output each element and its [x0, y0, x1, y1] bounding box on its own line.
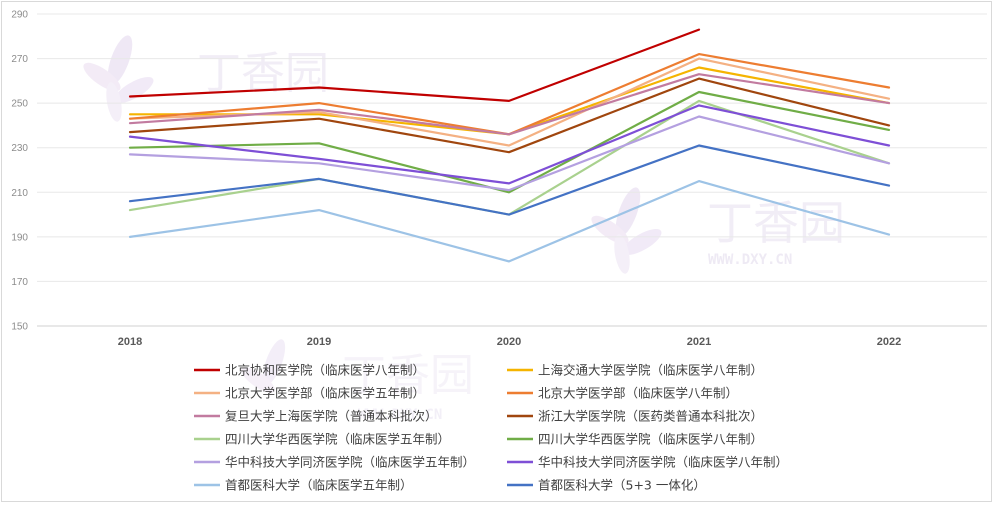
- series-line: [128, 115, 891, 192]
- legend-label: 首都医科大学（临床医学五年制）: [225, 478, 413, 493]
- legend-label: 复旦大学上海医学院（普通本科批次）: [225, 409, 438, 424]
- watermark-logo-icon: [591, 187, 662, 274]
- x-tick-label: 2019: [307, 336, 331, 348]
- x-tick-label: 2018: [118, 336, 142, 348]
- watermark-brand: 丁香园: [342, 350, 474, 401]
- y-tick-label: 250: [11, 99, 28, 110]
- legend-label: 四川大学华西医学院（临床医学五年制）: [225, 432, 450, 447]
- y-tick-label: 290: [11, 10, 28, 21]
- series-line: [128, 180, 891, 263]
- y-tick-label: 230: [11, 143, 28, 154]
- axes: 150 170 190 210 230 250 270 290 2018 2019 2020 2021…: [11, 10, 901, 349]
- y-tick-label: 270: [11, 54, 28, 65]
- watermark-logo-icon: [83, 35, 154, 122]
- legend-label: 北京协和医学院（临床医学八年制）: [225, 363, 425, 378]
- y-tick-label: 210: [11, 188, 28, 199]
- series-line: [128, 104, 891, 185]
- x-tick-label: 2022: [877, 336, 901, 348]
- series-line: [128, 28, 701, 103]
- legend-label: 华中科技大学同济医学院（临床医学八年制）: [538, 455, 788, 470]
- series-lines: [128, 28, 891, 263]
- y-tick-label: 190: [11, 232, 28, 243]
- series-line: [128, 77, 891, 154]
- legend-label: 四川大学华西医学院（临床医学八年制）: [538, 432, 763, 447]
- legend-label: 北京大学医学部（临床医学八年制）: [538, 386, 738, 401]
- legend-label: 首都医科大学（5+3 一体化）: [538, 478, 706, 493]
- legend-label: 浙江大学医学院（医药类普通本科批次）: [538, 409, 763, 424]
- watermark-url: WWW.DXY.CN: [358, 407, 442, 423]
- y-tick-label: 170: [11, 277, 28, 288]
- x-tick-label: 2021: [687, 336, 711, 348]
- legend-label: 华中科技大学同济医学院（临床医学五年制）: [225, 455, 475, 470]
- x-tick-label: 2020: [497, 336, 521, 348]
- watermark-brand: 丁香园: [707, 196, 845, 250]
- grid: [37, 13, 987, 327]
- watermark-logo-icon: [241, 339, 286, 393]
- legend: 北京协和医学院（临床医学八年制） 上海交通大学医学院（临床医学八年制） 北京大学医学…: [194, 363, 788, 493]
- legend-label: 北京大学医学部（临床医学五年制）: [225, 386, 425, 401]
- series-line: [128, 90, 891, 194]
- watermark-url: WWW.DXY.CN: [708, 252, 792, 268]
- series-line: [128, 144, 891, 216]
- series-line: [128, 73, 891, 136]
- legend-label: 上海交通大学医学院（临床医学八年制）: [538, 363, 763, 378]
- y-tick-label: 150: [11, 322, 28, 333]
